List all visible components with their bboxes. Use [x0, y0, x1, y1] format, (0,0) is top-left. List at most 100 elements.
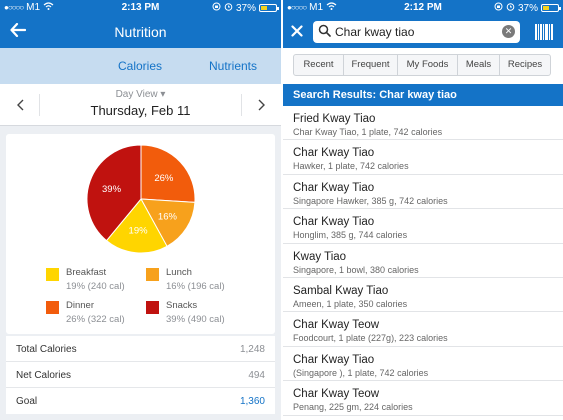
search-results-header: Search Results: Char kway tiao: [283, 84, 563, 106]
food-description: Penang, 225 gm, 224 calories: [293, 402, 413, 413]
food-name: Char Kway Tiao: [293, 147, 375, 160]
food-description: Ameen, 1 plate, 350 calories: [293, 298, 408, 309]
legend-detail: 19% (240 cal): [66, 281, 125, 292]
signal-dots-icon: ●○○○○: [4, 3, 24, 12]
legend-detail: 16% (196 cal): [166, 281, 225, 292]
battery-percent: 37%: [235, 2, 256, 14]
tab-recent[interactable]: Recent: [294, 55, 344, 75]
legend-name: Lunch: [166, 267, 192, 278]
tab-frequent[interactable]: Frequent: [344, 55, 398, 75]
pie-label-dinner: 26%: [154, 173, 174, 184]
tab-meals[interactable]: Meals: [458, 55, 500, 75]
food-source-tabs: Recent Frequent My Foods Meals Recipes: [293, 54, 551, 76]
nutrition-screen: ●○○○○ M1 2:13 PM 37% Nutrition Calories …: [0, 0, 281, 420]
search-results-list: Fried Kway Tiao Char Kway Tiao, 1 plate, …: [283, 106, 563, 416]
food-description: Singapore, 1 bowl, 380 calories: [293, 264, 419, 275]
wifi-icon: [326, 2, 337, 13]
legend-detail: 39% (490 cal): [166, 314, 225, 325]
calorie-pie-chart: 26% 16% 19% 39%: [86, 144, 196, 254]
pie-slice-breakfast: [105, 198, 168, 254]
food-name: Char Kway Teow: [293, 388, 380, 401]
search-bar: ✕: [283, 16, 563, 48]
pie-slice-lunch: [140, 198, 196, 248]
battery-icon: [259, 4, 279, 12]
food-name: Char Kway Tiao: [293, 353, 375, 366]
status-time: 2:13 PM: [121, 2, 160, 13]
status-bar: ●○○○○ M1 2:13 PM 37%: [0, 0, 281, 16]
food-search-screen: ●○○○○ M1 2:12 PM 37% ✕: [283, 0, 563, 420]
tab-calories[interactable]: Calories: [118, 59, 163, 73]
food-description: Foodcourt, 1 plate (227g), 223 calories: [293, 333, 448, 344]
pie-label-snacks: 39%: [102, 184, 122, 195]
wifi-icon: [43, 2, 54, 13]
legend-swatch: [146, 301, 159, 314]
list-item[interactable]: Char Kway Teow Foodcourt, 1 plate (227g),…: [283, 312, 563, 347]
net-calories-row: Net Calories 494: [6, 362, 275, 388]
alarm-icon: [224, 2, 233, 14]
orientation-lock-icon: [494, 2, 503, 14]
carrier-name: M1: [309, 2, 324, 13]
search-icon: [318, 24, 331, 42]
legend-name: Snacks: [166, 300, 198, 311]
battery-percent: 37%: [517, 2, 538, 14]
nav-bar: Nutrition: [0, 16, 281, 54]
close-icon[interactable]: [291, 21, 303, 42]
goal-row[interactable]: Goal 1,360: [6, 388, 275, 414]
tab-nutrients[interactable]: Nutrients: [209, 59, 258, 73]
pie-label-breakfast: 19%: [129, 226, 149, 237]
signal-dots-icon: ●○○○○: [287, 3, 307, 12]
calorie-totals: Total Calories 1,248 Net Calories 494 Go…: [6, 336, 275, 414]
list-item[interactable]: Fried Kway Tiao Char Kway Tiao, 1 plate, …: [283, 106, 563, 141]
barcode-scan-icon[interactable]: [535, 24, 553, 45]
totals-label: Net Calories: [16, 370, 72, 381]
tab-my-foods[interactable]: My Foods: [398, 55, 458, 75]
list-item[interactable]: Sambal Kway Tiao Ameen, 1 plate, 350 calo…: [283, 278, 563, 313]
goal-value[interactable]: 1,360: [239, 396, 265, 407]
list-item[interactable]: Char Kway Tiao Honglim, 385 g, 744 calori…: [283, 209, 563, 244]
carrier-name: M1: [26, 2, 41, 13]
status-right: 37%: [212, 2, 279, 14]
clear-search-icon[interactable]: ✕: [502, 25, 515, 38]
food-description: (Singapore ), 1 plate, 742 calories: [293, 367, 429, 378]
tab-recipes[interactable]: Recipes: [507, 59, 543, 70]
totals-value: 494: [248, 370, 265, 381]
food-description: Hawker, 1 plate, 742 calories: [293, 161, 409, 172]
calorie-breakdown-card: 26% 16% 19% 39% Breakfast 19% (240 cal) Lun…: [6, 134, 275, 334]
legend-swatch: [46, 268, 59, 281]
carrier-info: ●○○○○ M1: [287, 2, 337, 13]
back-arrow-icon[interactable]: [10, 21, 27, 42]
screen-divider: [281, 0, 283, 420]
alarm-icon: [506, 2, 515, 14]
status-bar: ●○○○○ M1 2:12 PM 37%: [283, 0, 563, 16]
food-description: Char Kway Tiao, 1 plate, 742 calories: [293, 127, 443, 137]
orientation-lock-icon: [212, 2, 221, 14]
list-item[interactable]: Char Kway Tiao Singapore Hawker, 385 g, 7…: [283, 175, 563, 210]
status-right: 37%: [494, 2, 561, 14]
pie-slice-dinner: [140, 144, 196, 203]
list-item[interactable]: Char Kway Tiao Hawker, 1 plate, 742 calor…: [283, 140, 563, 175]
food-name: Sambal Kway Tiao: [293, 284, 389, 297]
previous-day-button[interactable]: [0, 94, 40, 116]
legend-detail: 26% (322 cal): [66, 314, 125, 325]
totals-label: Total Calories: [16, 344, 77, 355]
pie-label-lunch: 16%: [158, 211, 178, 222]
food-name: Char Kway Tiao: [293, 216, 375, 229]
day-view-label: Day View: [115, 89, 158, 100]
day-selector: Day View ▾ Thursday, Feb 11: [0, 84, 281, 126]
current-date: Thursday, Feb 11: [90, 103, 191, 118]
search-input[interactable]: [335, 23, 495, 41]
list-item[interactable]: Char Kway Teow Penang, 225 gm, 224 calori…: [283, 381, 563, 416]
search-field[interactable]: ✕: [313, 21, 520, 43]
totals-value: 1,248: [239, 344, 265, 355]
status-time: 2:12 PM: [404, 2, 442, 13]
list-item[interactable]: Kway Tiao Singapore, 1 bowl, 380 calories: [283, 244, 563, 278]
food-description: Singapore Hawker, 385 g, 742 calories: [293, 195, 448, 206]
caret-down-icon: ▾: [160, 89, 166, 100]
legend-name: Dinner: [66, 300, 94, 311]
food-name: Char Kway Teow: [293, 319, 380, 332]
legend-swatch: [146, 268, 159, 281]
next-day-button[interactable]: [241, 94, 281, 116]
day-view-dropdown[interactable]: Day View ▾: [0, 89, 281, 100]
list-item[interactable]: Char Kway Tiao (Singapore ), 1 plate, 742…: [283, 347, 563, 382]
food-description: Honglim, 385 g, 744 calories: [293, 230, 408, 241]
